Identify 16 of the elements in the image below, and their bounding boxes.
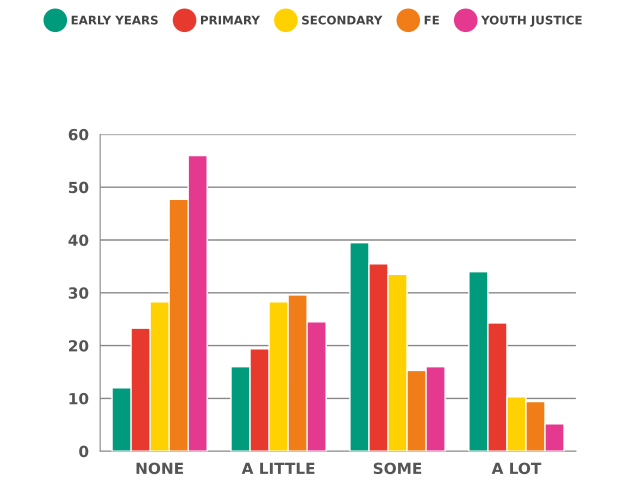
y-tick-label: 30 <box>68 287 88 299</box>
y-tick-label: 0 <box>79 446 88 458</box>
x-tick-label: A LITTLE <box>242 462 314 474</box>
y-tick-label: 10 <box>70 392 88 404</box>
legend-label: YOUTH JUSTICE <box>480 16 582 27</box>
y-tick-label: 20 <box>68 340 88 352</box>
legend-label: EARLY YEARS <box>72 16 158 25</box>
x-tick-label: NONE <box>136 462 184 474</box>
y-tick-label: 60 <box>68 128 88 140</box>
x-tick-label: SOME <box>374 462 422 474</box>
legend-label: PRIMARY <box>201 16 260 24</box>
legend-label: FE <box>424 16 439 24</box>
legend-label: SECONDARY <box>302 16 382 25</box>
y-tick-label: 50 <box>68 182 88 194</box>
x-tick-label: A LOT <box>492 462 542 474</box>
y-tick-label: 40 <box>68 234 88 246</box>
